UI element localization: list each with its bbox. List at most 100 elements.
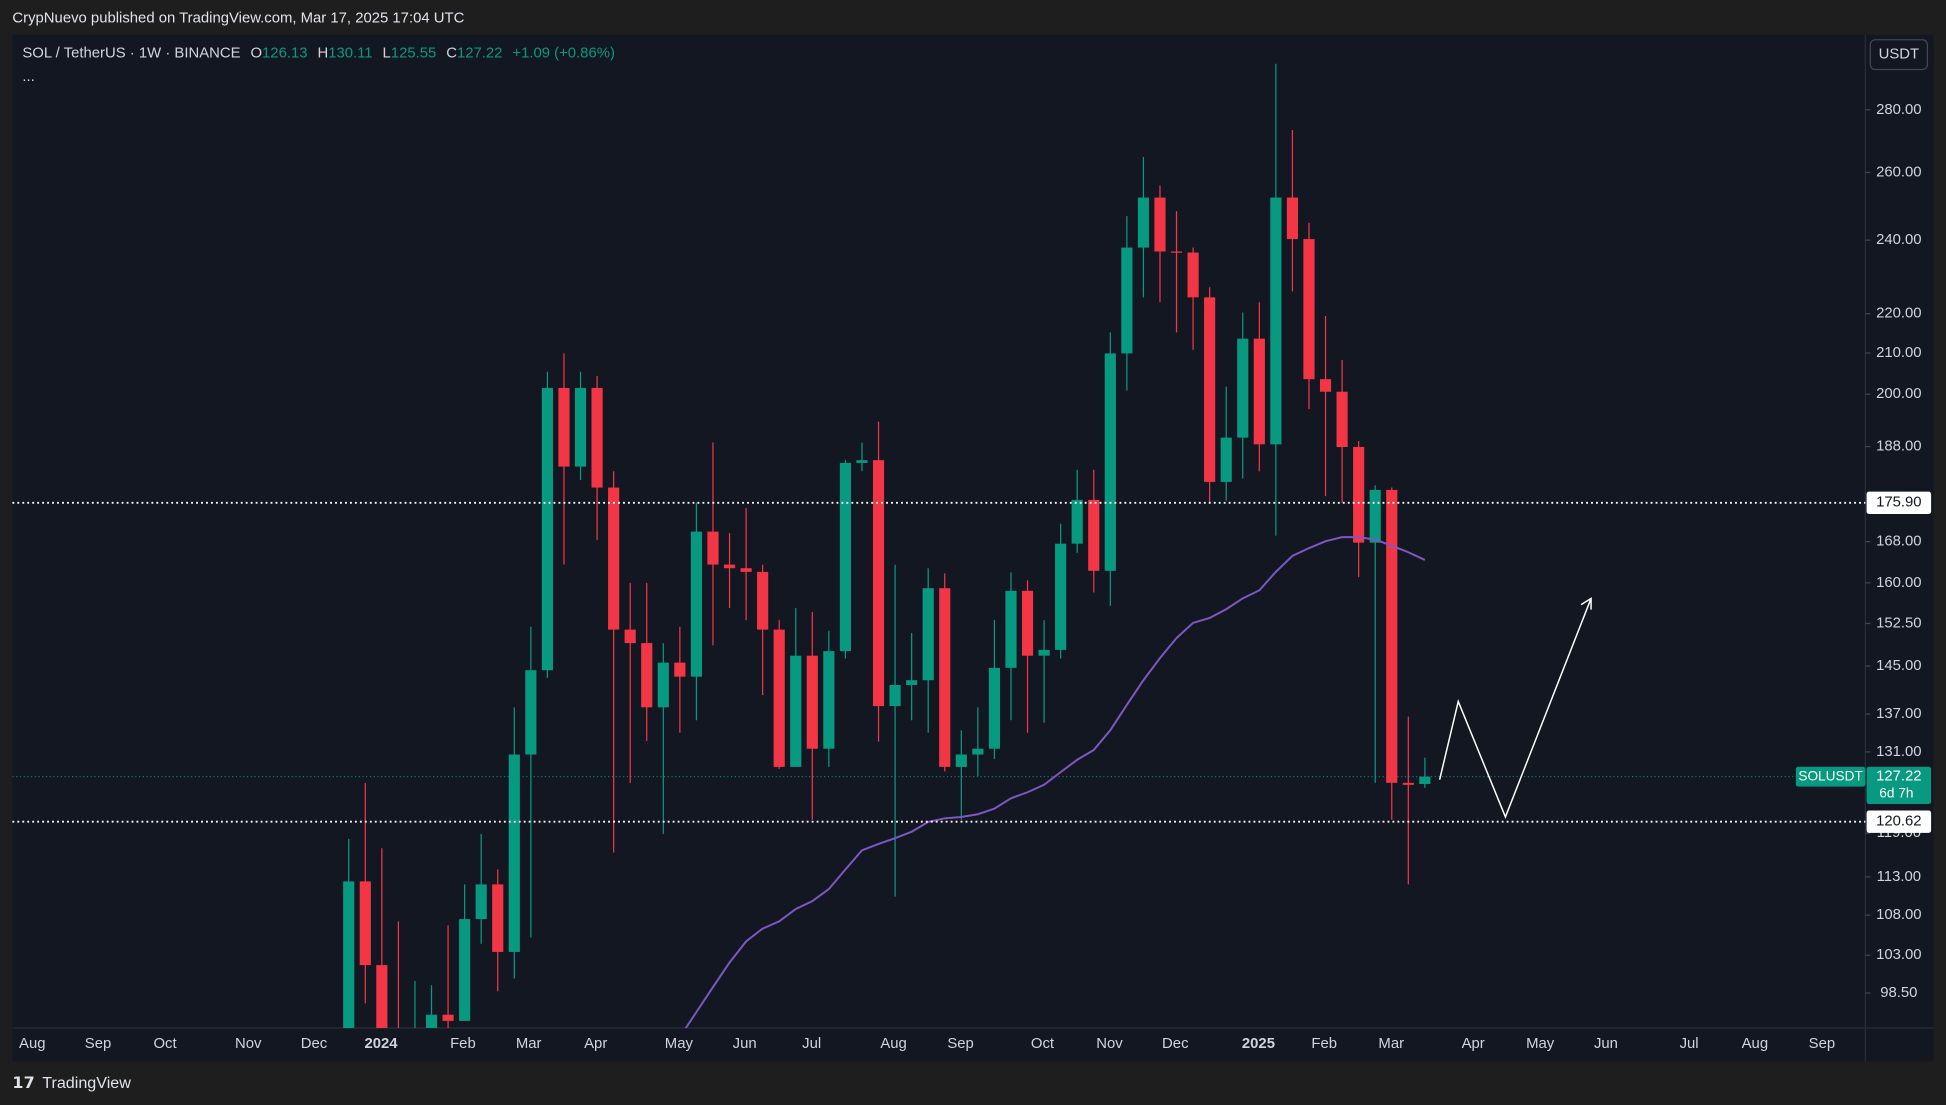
level-tag-label: 120.62 [1876,814,1921,830]
candle-body [541,387,553,671]
candle-body [1402,782,1414,785]
x-tick-label: May [665,1036,694,1052]
candle-body [1204,297,1216,482]
last-price-tag [1866,766,1932,805]
ohlc-high: 130.11 [328,45,372,61]
chart-area [12,34,1934,1062]
candle-body [674,662,686,677]
candle-body [806,655,818,749]
x-tick-label: 2025 [1242,1036,1275,1052]
candle-body [591,387,603,488]
x-tick-label: Aug [1742,1036,1768,1052]
x-tick-label: Feb [1311,1036,1337,1052]
y-tick-label: 220.00 [1876,306,1921,322]
x-tick-label: Nov [1096,1036,1123,1052]
y-tick-label: 108.00 [1876,907,1921,923]
candle-body [906,680,918,685]
y-tick-label: 113.00 [1877,869,1921,885]
x-tick-label: Mar [1378,1036,1404,1052]
candle-body [723,564,736,569]
y-tick-label: 160.00 [1876,575,1921,591]
candle-body [624,629,636,644]
candle-body [1386,489,1398,783]
ohlc-prefix: O [250,45,262,61]
candle-body [1353,447,1365,543]
candle-body [773,629,785,767]
x-tick-label: Aug [880,1036,906,1052]
candle-body [988,667,1001,749]
ohlc-low: 125.55 [391,45,436,61]
candle-body [872,460,885,707]
y-tick-label: 188.00 [1876,438,1921,454]
legend-line: SOL / TetherUS · 1W · BINANCE O126.13 H130… [22,45,615,61]
y-tick-label: 152.50 [1876,615,1921,631]
candle-body [839,462,852,652]
candle-body [856,460,868,463]
y-tick-label: 240.00 [1876,232,1921,248]
y-tick-label: 200.00 [1876,386,1921,402]
candle-body [1187,252,1199,298]
candle-body [558,387,570,467]
x-tick-label: Sep [85,1036,111,1052]
candle-body [1419,776,1431,784]
x-tick-label: Apr [584,1036,607,1052]
x-tick-label: Aug [19,1036,45,1052]
candle-body [690,531,702,677]
ohlc-close: 127.22 [457,45,502,61]
currency-label[interactable]: USDT [1879,47,1919,63]
x-tick-label: Jul [802,1036,821,1052]
x-tick-label: Dec [1162,1036,1189,1052]
currency-button[interactable] [1869,39,1929,71]
candle-body [1088,499,1100,571]
y-tick-label: 210.00 [1876,345,1921,361]
x-tick-label: Sep [1809,1036,1835,1052]
y-tick-label: 131.00 [1876,744,1921,760]
plot [12,63,1866,1029]
candle-body [1005,590,1017,668]
candle-body [1021,590,1034,656]
x-tick-label: May [1526,1036,1555,1052]
x-tick-label: Oct [1031,1036,1055,1052]
ohlc-change: +1.09 (+0.86%) [512,45,615,61]
candle-body [641,643,653,708]
candle-body [343,881,355,1029]
y-tick-label: 280.00 [1876,102,1921,118]
candle-body [707,531,719,565]
candle-body [657,662,669,708]
candle-body [1104,353,1116,571]
x-tick-label: Nov [235,1036,262,1052]
projection-path [1438,598,1592,819]
symbol-title: SOL / TetherUS · 1W · BINANCE [22,45,240,61]
ohlc-prefix: C [446,45,457,61]
more-indicator[interactable]: ... [22,69,34,85]
arrow-head [1580,597,1592,610]
level-tag-label: 175.90 [1876,495,1921,511]
candle-body [1270,197,1282,445]
symbol-tag [1795,766,1866,787]
y-tick-label: 98.50 [1880,985,1917,1001]
ohlc-open: 126.13 [262,45,307,61]
candle-body [1071,499,1083,544]
x-tick-label: Mar [516,1036,542,1052]
candle-body [425,1014,438,1029]
candle-body [1220,437,1232,482]
candle-body [1286,197,1299,240]
level-tag [1866,491,1932,514]
candle-body [757,571,769,630]
candle-body [740,568,752,572]
footer-brand: TradingView [42,1074,131,1092]
y-tick-label: 103.00 [1876,947,1921,963]
candle-body [459,919,471,1021]
last-price-label: 127.22 [1876,769,1921,785]
y-tick-label: 260.00 [1876,164,1921,180]
x-tick-label: Feb [450,1036,476,1052]
y-tick-label: 137.00 [1876,706,1921,722]
candle-body [889,684,901,707]
candle-body [1137,197,1150,248]
x-tick-label: Jul [1680,1036,1699,1052]
y-tick-label: 145.00 [1876,658,1921,674]
footer-logo: 𝟭𝟳 [12,1074,34,1092]
candle-body [1121,247,1133,354]
candle-body [972,748,984,755]
